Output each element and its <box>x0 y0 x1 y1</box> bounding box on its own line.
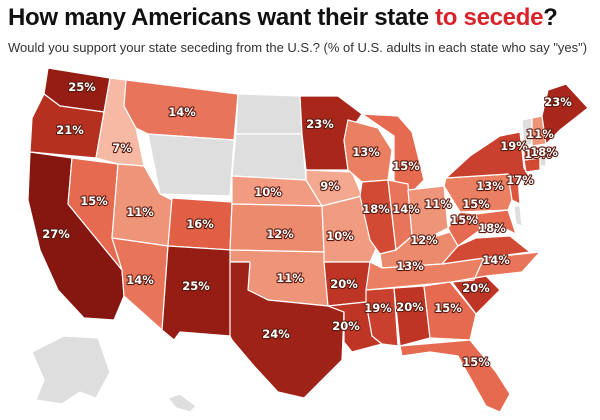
page-title: How many Americans want their state to s… <box>8 4 558 32</box>
state-label-ct: 18% <box>524 147 552 161</box>
state-label-sc: 20% <box>462 281 490 295</box>
state-oh <box>407 185 449 241</box>
state-label-va: 18% <box>478 221 506 235</box>
state-fl <box>399 339 511 413</box>
state-nm <box>161 245 233 341</box>
state-label-ky: 12% <box>410 233 438 247</box>
state-label-ca: 27% <box>42 227 70 241</box>
state-label-ny: 19% <box>500 139 528 153</box>
state-labels: 25% 21% 27% 15% 7% 14% 11% 14% 16% 25% 10% 12% 11% 24… <box>41 79 573 370</box>
state-label-az: 14% <box>126 273 154 287</box>
state-label-me: 23% <box>544 95 572 109</box>
state-label-ok: 11% <box>276 271 304 285</box>
state-label-al: 20% <box>396 300 424 314</box>
state-label-tn: 13% <box>396 259 424 273</box>
state-hi <box>167 393 197 413</box>
state-label-id: 7% <box>112 141 132 155</box>
state-label-nh: 11% <box>526 127 554 141</box>
state-ma <box>523 145 557 161</box>
state-label-la: 20% <box>332 319 360 333</box>
state-label-mi: 15% <box>392 159 420 173</box>
state-label-mt: 14% <box>168 105 196 119</box>
state-nd <box>235 93 303 135</box>
state-label-ma: 18% <box>530 145 558 159</box>
state-label-ne: 10% <box>254 185 282 199</box>
state-label-co: 16% <box>186 217 214 231</box>
title-accent: to secede <box>435 4 544 31</box>
state-wy <box>147 133 235 197</box>
state-ga <box>423 281 477 341</box>
state-label-fl: 15% <box>462 355 490 369</box>
state-label-nc: 14% <box>482 253 510 267</box>
state-sd <box>231 133 307 181</box>
state-label-in: 14% <box>392 202 420 216</box>
state-label-ks: 12% <box>266 227 294 241</box>
state-label-mo: 10% <box>326 229 354 243</box>
state-mi <box>361 113 425 197</box>
state-label-ar: 20% <box>330 277 358 291</box>
state-ak <box>31 335 111 405</box>
state-label-nv: 15% <box>80 194 108 208</box>
state-label-md: 15% <box>462 197 490 211</box>
state-label-mn: 23% <box>306 117 334 131</box>
state-me <box>541 83 589 145</box>
state-ny <box>445 131 531 181</box>
state-label-nj: 17% <box>506 173 534 187</box>
state-label-nm: 25% <box>182 279 210 293</box>
state-label-wi: 13% <box>352 145 380 159</box>
state-label-ga: 15% <box>434 301 462 315</box>
state-label-ia: 9% <box>320 179 340 193</box>
state-label-or: 21% <box>56 123 84 137</box>
state-az <box>111 237 169 331</box>
state-label-il: 18% <box>362 202 390 216</box>
state-label-ut: 11% <box>126 205 154 219</box>
state-shapes <box>27 67 589 413</box>
title-main: How many Americans want their state <box>8 4 436 31</box>
state-label-pa: 13% <box>476 179 504 193</box>
state-label-wa: 25% <box>68 80 96 94</box>
subtitle: Would you support your state seceding fr… <box>8 40 588 55</box>
state-label-ms: 19% <box>364 301 392 315</box>
state-label-oh: 11% <box>424 197 452 211</box>
state-label-tx: 24% <box>262 327 290 341</box>
state-label-wv: 15% <box>450 213 478 227</box>
title-end: ? <box>543 4 558 31</box>
state-tx <box>229 261 345 399</box>
state-de <box>513 205 523 227</box>
